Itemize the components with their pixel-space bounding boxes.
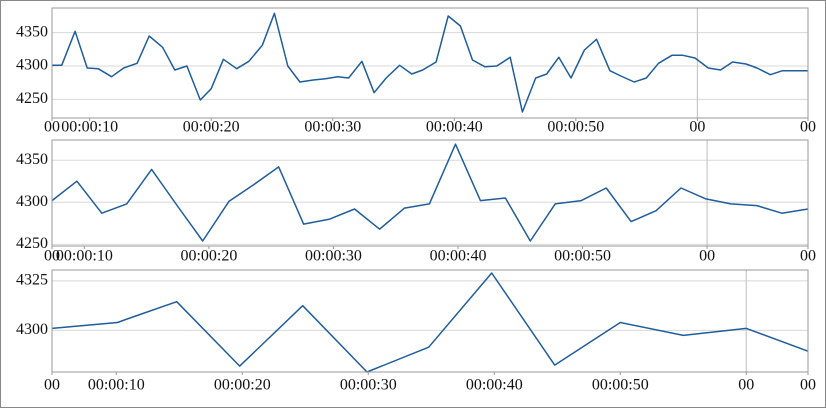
y-tick-label: 4300 — [16, 321, 48, 338]
data-line — [51, 143, 809, 242]
x-tick-label: 00:00:20 — [214, 377, 271, 394]
x-tick-label: 00:00:50 — [547, 119, 604, 136]
x-tick-label: 00:00:40 — [430, 248, 487, 265]
y-tick-label: 4250 — [16, 235, 48, 252]
plot-area — [52, 270, 808, 372]
plot-frame — [51, 7, 809, 119]
x-tick-label: 00 — [44, 377, 60, 394]
x-tick-label: 00:00:10 — [56, 248, 113, 265]
x-tick-label: 00 — [800, 119, 816, 136]
y-tick-label: 4300 — [16, 57, 48, 74]
plot-area — [52, 140, 808, 246]
x-tick-label: 00:00:10 — [88, 377, 145, 394]
plot-area — [52, 8, 808, 118]
x-tick-label: 00 — [699, 248, 715, 265]
x-tick-label: 00:00:50 — [592, 377, 649, 394]
x-tick-label: 00 — [800, 377, 816, 394]
y-tick-label: 4350 — [16, 23, 48, 40]
y-tick-label: 4350 — [16, 151, 48, 168]
data-line — [51, 272, 809, 373]
x-tick-label: 00:00:30 — [340, 377, 397, 394]
y-tick-label: 4250 — [16, 90, 48, 107]
plot-frame — [51, 269, 809, 373]
x-tick-label: 00:00:30 — [304, 119, 361, 136]
data-line — [52, 12, 808, 113]
x-tick-label: 00:00:10 — [61, 119, 118, 136]
x-tick-label: 00 — [44, 248, 60, 265]
plot-frame — [51, 139, 809, 247]
x-tick-label: 00:00:20 — [183, 119, 240, 136]
x-tick-label: 00:00:40 — [426, 119, 483, 136]
x-tick-label: 00:00:30 — [305, 248, 362, 265]
panel: 4300 4325 00 00:00:10 00:00:20 00:00:30 00:00:… — [16, 269, 816, 394]
x-tick-label: 00:00:50 — [554, 248, 611, 265]
y-tick-label: 4325 — [16, 272, 48, 289]
x-tick-label: 00 — [689, 119, 705, 136]
y-tick-label: 4300 — [16, 193, 48, 210]
x-tick-label: 00:00:20 — [180, 248, 237, 265]
x-tick-label: 00 — [800, 248, 816, 265]
x-tick-label: 00 — [738, 377, 754, 394]
x-tick-label: 00 — [44, 119, 60, 136]
x-tick-label: 00:00:40 — [466, 377, 523, 394]
